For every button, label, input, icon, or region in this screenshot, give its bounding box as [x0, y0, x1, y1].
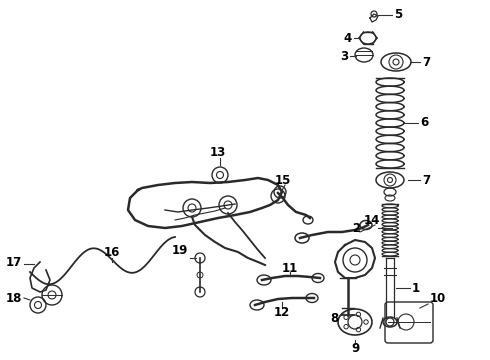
Text: 2: 2	[352, 221, 360, 234]
Text: 10: 10	[430, 292, 446, 305]
Text: 3: 3	[340, 49, 348, 63]
Text: 7: 7	[422, 174, 430, 186]
Text: 7: 7	[422, 55, 430, 68]
Text: 13: 13	[210, 145, 226, 158]
Text: 9: 9	[351, 342, 359, 355]
Text: 16: 16	[104, 246, 120, 258]
Text: 6: 6	[420, 117, 428, 130]
Text: 4: 4	[344, 31, 352, 45]
Text: 11: 11	[282, 261, 298, 274]
Text: 17: 17	[6, 256, 22, 269]
Text: 15: 15	[275, 174, 291, 186]
Text: 18: 18	[5, 292, 22, 305]
Text: 5: 5	[394, 9, 402, 22]
Text: 1: 1	[412, 282, 420, 294]
Text: 8: 8	[330, 311, 338, 324]
Text: 12: 12	[274, 306, 290, 319]
Text: 14: 14	[364, 213, 380, 226]
Text: 19: 19	[172, 243, 188, 256]
